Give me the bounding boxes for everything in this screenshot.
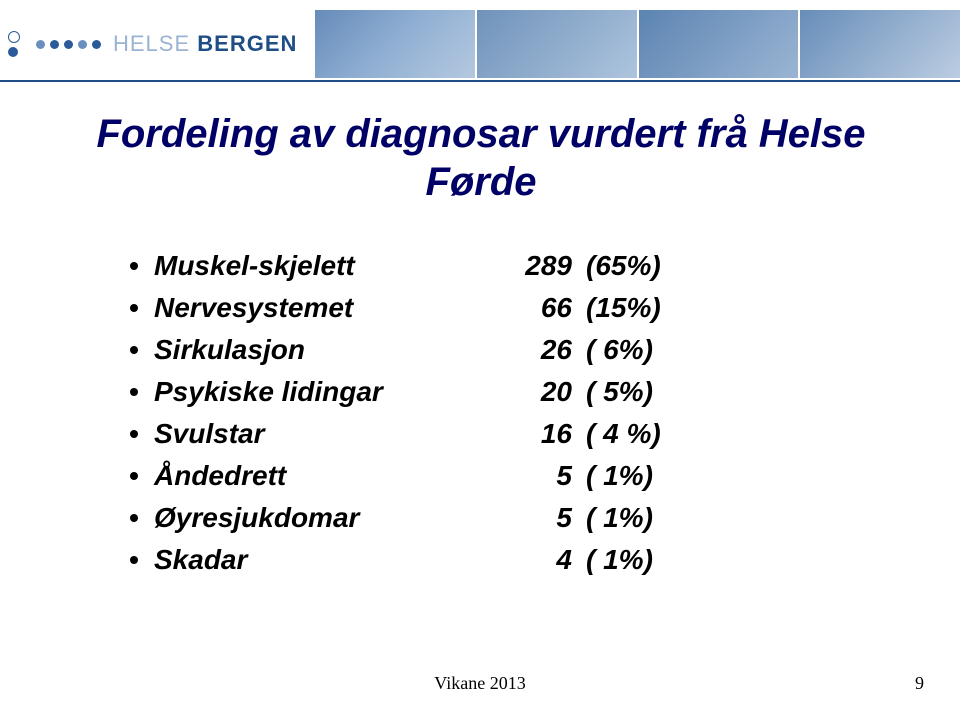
banner-images — [315, 10, 960, 78]
list-item: Muskel-skjelett 289 (65%) — [130, 250, 830, 282]
header-divider — [0, 80, 960, 82]
bullet-icon — [130, 262, 138, 270]
logo-dots-block — [28, 40, 101, 49]
diagnosis-list: Muskel-skjelett 289 (65%) Nervesystemet … — [130, 250, 830, 586]
bullet-icon — [130, 514, 138, 522]
logo-text-bold: BERGEN — [197, 31, 297, 56]
item-percent: ( 1%) — [572, 502, 746, 534]
logo-text-light: HELSE — [113, 31, 190, 56]
logo: HELSE BERGEN — [113, 31, 297, 57]
item-value: 26 — [484, 334, 572, 366]
list-item: Sirkulasjon 26 ( 6%) — [130, 334, 830, 366]
bullet-icon — [130, 346, 138, 354]
bullet-icon — [130, 388, 138, 396]
item-label: Sirkulasjon — [154, 334, 484, 366]
item-value: 5 — [484, 502, 572, 534]
list-item: Svulstar 16 ( 4 %) — [130, 418, 830, 450]
list-item: Åndedrett 5 ( 1%) — [130, 460, 830, 492]
item-value: 289 — [484, 250, 572, 282]
item-label: Psykiske lidingar — [154, 376, 484, 408]
item-label: Øyresjukdomar — [154, 502, 484, 534]
item-percent: ( 5%) — [572, 376, 746, 408]
list-item: Skadar 4 ( 1%) — [130, 544, 830, 576]
item-percent: (65%) — [572, 250, 746, 282]
item-label: Muskel-skjelett — [154, 250, 484, 282]
list-item: Nervesystemet 66 (15%) — [130, 292, 830, 324]
banner-photo-2 — [477, 10, 637, 78]
item-percent: ( 1%) — [572, 544, 746, 576]
page-number: 9 — [915, 673, 924, 694]
item-value: 4 — [484, 544, 572, 576]
banner-photo-1 — [315, 10, 475, 78]
item-value: 5 — [484, 460, 572, 492]
header-banner: HELSE BERGEN — [0, 10, 960, 78]
item-label: Skadar — [154, 544, 484, 576]
banner-photo-4 — [800, 10, 960, 78]
list-item: Psykiske lidingar 20 ( 5%) — [130, 376, 830, 408]
item-value: 20 — [484, 376, 572, 408]
bullet-icon — [130, 472, 138, 480]
logo-dots-vertical — [8, 31, 28, 57]
banner-photo-3 — [639, 10, 799, 78]
item-label: Nervesystemet — [154, 292, 484, 324]
item-label: Svulstar — [154, 418, 484, 450]
item-value: 16 — [484, 418, 572, 450]
bullet-icon — [130, 430, 138, 438]
item-percent: ( 6%) — [572, 334, 746, 366]
item-value: 66 — [484, 292, 572, 324]
item-percent: ( 1%) — [572, 460, 746, 492]
list-item: Øyresjukdomar 5 ( 1%) — [130, 502, 830, 534]
bullet-icon — [130, 556, 138, 564]
slide-title: Fordeling av diagnosar vurdert frå Helse… — [76, 110, 886, 206]
item-percent: (15%) — [572, 292, 746, 324]
item-label: Åndedrett — [154, 460, 484, 492]
item-percent: ( 4 %) — [572, 418, 746, 450]
bullet-icon — [130, 304, 138, 312]
footer-text: Vikane 2013 — [0, 673, 960, 694]
